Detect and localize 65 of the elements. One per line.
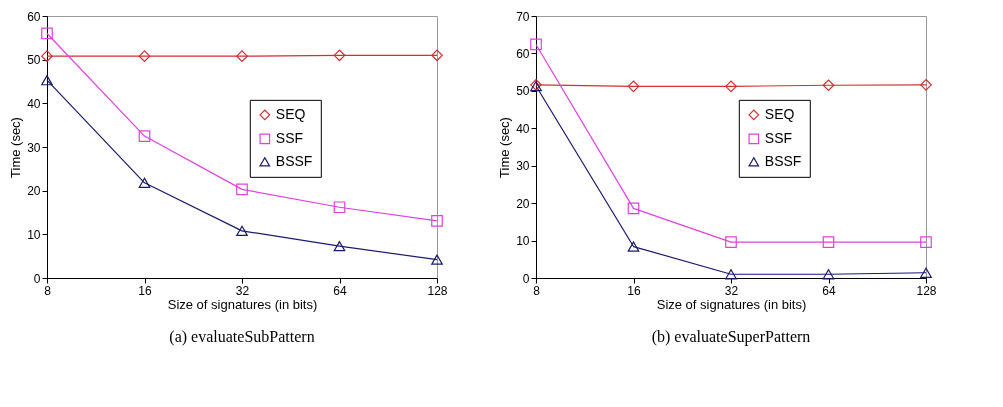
point xyxy=(138,177,151,188)
point xyxy=(627,202,640,215)
x-tick-label: 8 xyxy=(44,283,52,298)
legend-label: BSSF xyxy=(275,152,313,169)
y-tick-label: 20 xyxy=(516,196,530,211)
x-tick-label: 128 xyxy=(427,283,448,298)
point xyxy=(920,267,932,278)
point xyxy=(920,236,932,248)
y-tick-label: 0 xyxy=(522,271,530,286)
legend-label: SEQ xyxy=(764,105,795,122)
y-tick-label: 20 xyxy=(27,184,41,199)
x-tick-label: 16 xyxy=(627,283,641,298)
point xyxy=(725,269,737,280)
x-tick-label: 8 xyxy=(533,283,541,298)
point xyxy=(822,269,835,280)
y-tick-label: 50 xyxy=(516,84,530,99)
x-tick-label: 64 xyxy=(333,283,347,298)
point xyxy=(627,241,640,252)
point xyxy=(41,75,53,86)
legend-label: SSF xyxy=(764,129,793,146)
point xyxy=(236,183,248,196)
y-tick-label: 40 xyxy=(516,121,530,136)
y-tick-label: 40 xyxy=(27,96,41,111)
point xyxy=(41,27,53,40)
x-tick-label: 64 xyxy=(822,283,836,298)
x-tick-label: 32 xyxy=(724,283,739,298)
x-tick-label: 16 xyxy=(138,283,152,298)
point xyxy=(41,50,53,63)
x-tick-label: 32 xyxy=(235,283,250,298)
y-tick-label: 30 xyxy=(27,140,41,155)
y-tick-label: 60 xyxy=(27,9,41,24)
y-axis-title: Time (sec) xyxy=(8,117,24,178)
x-axis-title: Size of signatures (in bits) xyxy=(167,296,318,312)
point xyxy=(822,79,835,92)
x-axis-title: Size of signatures (in bits) xyxy=(656,296,807,312)
text: (a) evaluateSubPattern xyxy=(169,328,315,346)
y-tick-label: 10 xyxy=(27,227,41,242)
y-tick-label: 60 xyxy=(516,46,530,61)
point xyxy=(530,38,542,51)
point xyxy=(627,80,640,93)
point xyxy=(725,236,737,248)
point xyxy=(725,80,737,93)
text: (b) evaluateSuperPattern xyxy=(651,328,811,346)
y-tick-label: 0 xyxy=(33,271,41,286)
y-tick-label: 10 xyxy=(516,234,530,249)
point xyxy=(236,225,248,236)
point xyxy=(333,240,346,252)
y-tick-label: 50 xyxy=(27,53,41,68)
point xyxy=(822,236,835,248)
point xyxy=(333,49,346,62)
y-axis-title: Time (sec) xyxy=(497,117,513,178)
legend-label: SEQ xyxy=(275,105,306,122)
legend-label: SSF xyxy=(275,129,304,146)
point xyxy=(138,50,151,63)
point xyxy=(920,79,932,91)
y-tick-label: 30 xyxy=(516,159,530,174)
point xyxy=(333,201,346,214)
point xyxy=(236,50,248,63)
point xyxy=(431,254,443,265)
point xyxy=(431,49,443,62)
x-tick-label: 128 xyxy=(916,283,937,298)
legend-label: BSSF xyxy=(764,152,802,169)
y-tick-label: 70 xyxy=(516,9,530,24)
point xyxy=(431,214,443,227)
point xyxy=(138,130,151,142)
